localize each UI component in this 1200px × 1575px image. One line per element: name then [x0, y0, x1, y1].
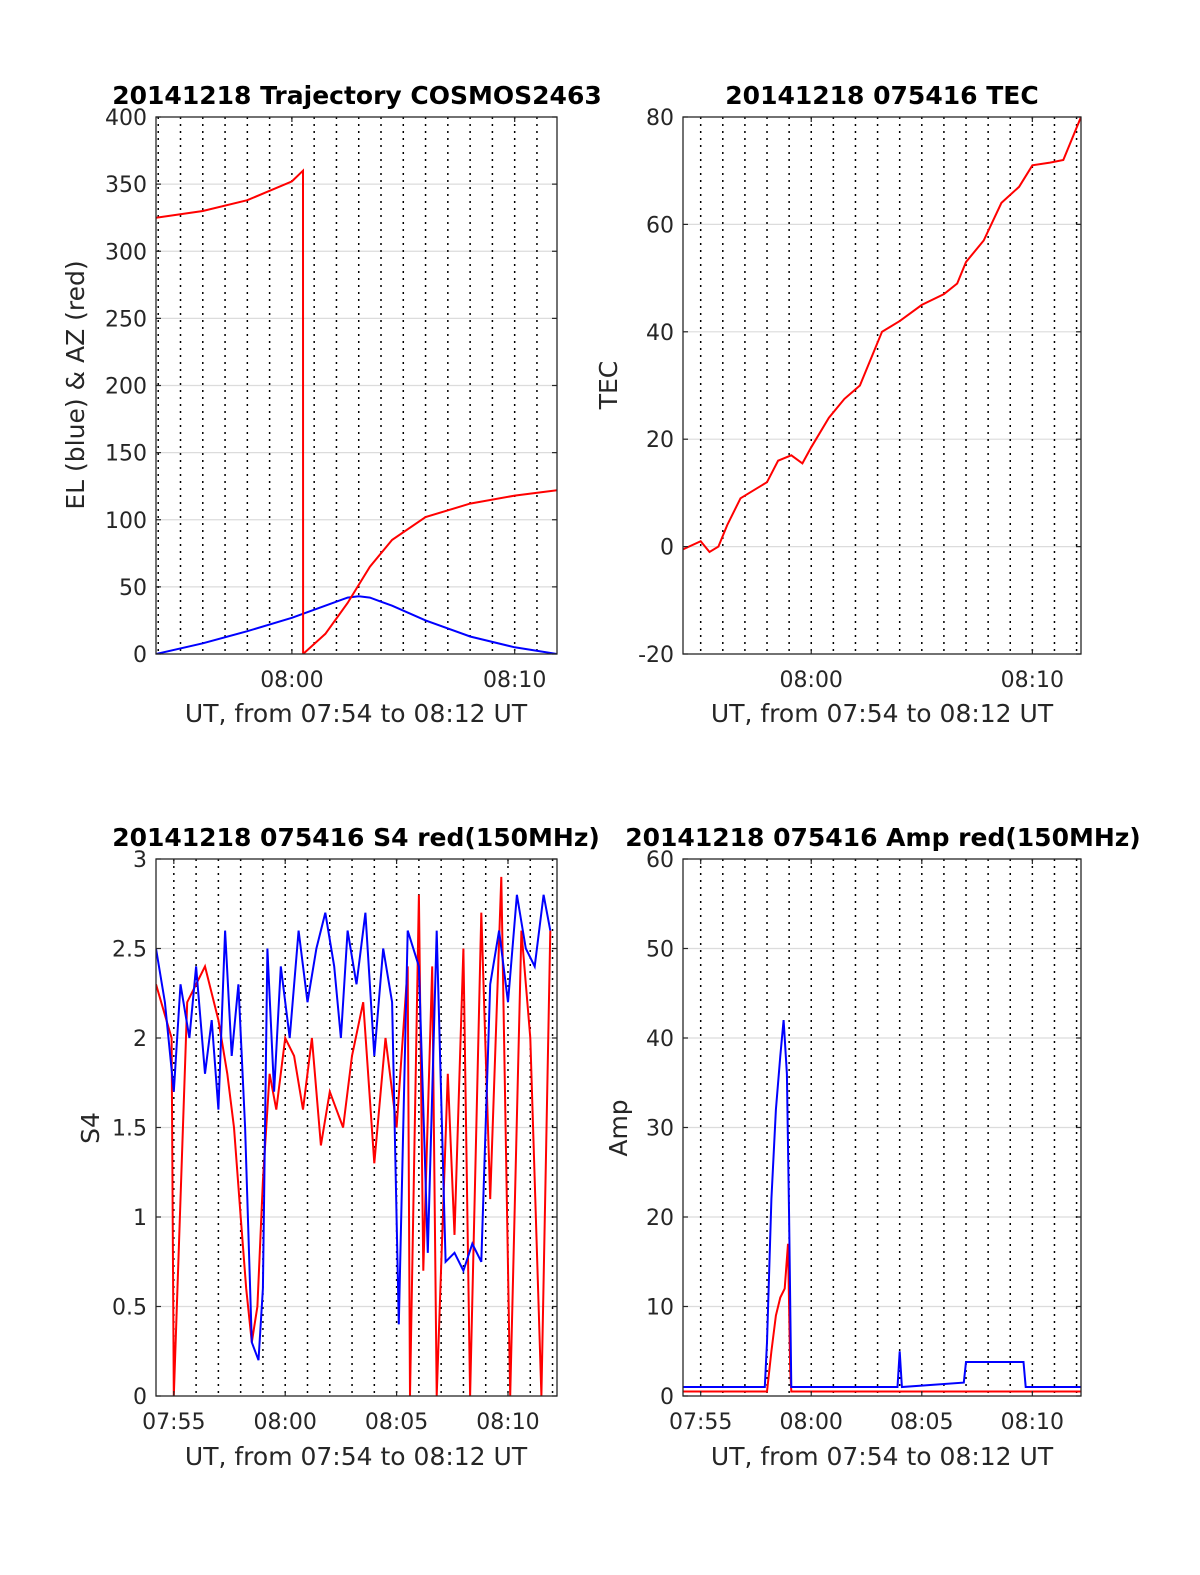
y-tick-label: 1: [133, 1206, 147, 1231]
y-tick-label: -20: [638, 643, 674, 668]
y-tick-label: 30: [646, 1117, 674, 1142]
panel-s4: 20141218 075416 S4 red(150MHz) 0 0.5 1 1.5 2…: [76, 823, 600, 1471]
series-line-az: [156, 168, 557, 654]
axes-box: [682, 116, 1082, 655]
y-tick-label: 200: [105, 375, 147, 400]
y-tick-label: 1.5: [112, 1117, 147, 1142]
panel-trajectory-ylabel: EL (blue) & AZ (red): [61, 260, 90, 509]
x-tick-label: 08:05: [890, 1410, 953, 1435]
series-line-tec: [683, 117, 1081, 554]
x-tick-label: 08:10: [1001, 1410, 1064, 1435]
y-tick-label: 0: [133, 643, 147, 668]
y-tick-label: 20: [646, 428, 674, 453]
y-tick-label: 50: [646, 938, 674, 963]
y-tick-label: 0: [660, 536, 674, 561]
series-line-red: [156, 876, 552, 1396]
y-tick-label: 0: [133, 1385, 147, 1410]
series-group-amp: [683, 1020, 1081, 1393]
panel-trajectory-xlabel: UT, from 07:54 to 08:12 UT: [185, 699, 528, 728]
panel-s4-ylabel: S4: [76, 1112, 105, 1144]
series-line-blue: [156, 894, 552, 1361]
series-group-tec: [683, 117, 1081, 554]
y-tick-label: 50: [119, 576, 147, 601]
y-tick-label: 0: [660, 1385, 674, 1410]
x-tick-label: 08:10: [483, 668, 546, 693]
y-tick-label: 0.5: [112, 1296, 147, 1321]
y-tick-label: 10: [646, 1296, 674, 1321]
x-tick-label: 08:00: [254, 1410, 317, 1435]
y-tick-label: 300: [105, 240, 147, 265]
y-tick-label: 250: [105, 307, 147, 332]
panel-tec-xlabel: UT, from 07:54 to 08:12 UT: [711, 699, 1054, 728]
series-group-trajectory: [156, 168, 557, 654]
panel-trajectory: 20141218 Trajectory COSMOS2463 0 50 100 150…: [61, 81, 602, 728]
y-tick-label: 20: [646, 1206, 674, 1231]
x-tick-label: 07:55: [669, 1410, 732, 1435]
panel-tec-ylabel: TEC: [594, 361, 623, 411]
y-tick-label: 40: [646, 321, 674, 346]
x-tick-label: 08:10: [476, 1410, 539, 1435]
y-tick-label: 3: [133, 848, 147, 873]
panel-amp-ylabel: Amp: [604, 1099, 633, 1156]
panel-amp-title: 20141218 075416 Amp red(150MHz): [625, 823, 1141, 852]
panel-amp-xlabel: UT, from 07:54 to 08:12 UT: [711, 1442, 1054, 1471]
plot-area-tec: -20 0 20 40 60 80 08:00 08:10: [638, 106, 1082, 693]
y-tick-label: 2.5: [112, 938, 147, 963]
x-tick-label: 08:00: [780, 668, 843, 693]
x-tick-label: 08:00: [780, 1410, 843, 1435]
x-tick-label: 08:05: [365, 1410, 428, 1435]
series-line-el: [156, 595, 557, 654]
y-tick-label: 350: [105, 173, 147, 198]
panel-tec-title: 20141218 075416 TEC: [725, 81, 1038, 110]
panel-trajectory-title: 20141218 Trajectory COSMOS2463: [112, 81, 602, 110]
plot-area-amp: 0 10 20 30 40 50 60 07:55 08:00 08:05 08:10: [646, 848, 1082, 1435]
x-tick-label: 07:55: [142, 1410, 205, 1435]
x-tick-label: 08:10: [1001, 668, 1064, 693]
panel-tec: 20141218 075416 TEC -20 0 20 40 60 80 08:00 08:…: [594, 81, 1082, 728]
y-tick-label: 40: [646, 1027, 674, 1052]
y-tick-label: 60: [646, 213, 674, 238]
y-tick-label: 2: [133, 1027, 147, 1052]
y-tick-label: 150: [105, 442, 147, 467]
y-tick-label: 100: [105, 509, 147, 534]
panel-s4-xlabel: UT, from 07:54 to 08:12 UT: [185, 1442, 528, 1471]
plot-area-trajectory: 0 50 100 150 200 250 300 350 400 08:00 08:10: [105, 106, 558, 693]
panel-s4-title: 20141218 075416 S4 red(150MHz): [112, 823, 600, 852]
y-tick-label: 400: [105, 106, 147, 131]
plot-area-s4: 0 0.5 1 1.5 2 2.5 3 07:55 08:00 08:05 08:10: [112, 848, 558, 1435]
series-line-blue: [683, 1020, 1081, 1389]
y-tick-label: 60: [646, 848, 674, 873]
x-tick-label: 08:00: [260, 668, 323, 693]
y-tick-label: 80: [646, 106, 674, 131]
series-group-s4: [156, 876, 552, 1396]
panel-amp: 20141218 075416 Amp red(150MHz) 0 10 20 30 4…: [604, 823, 1141, 1471]
